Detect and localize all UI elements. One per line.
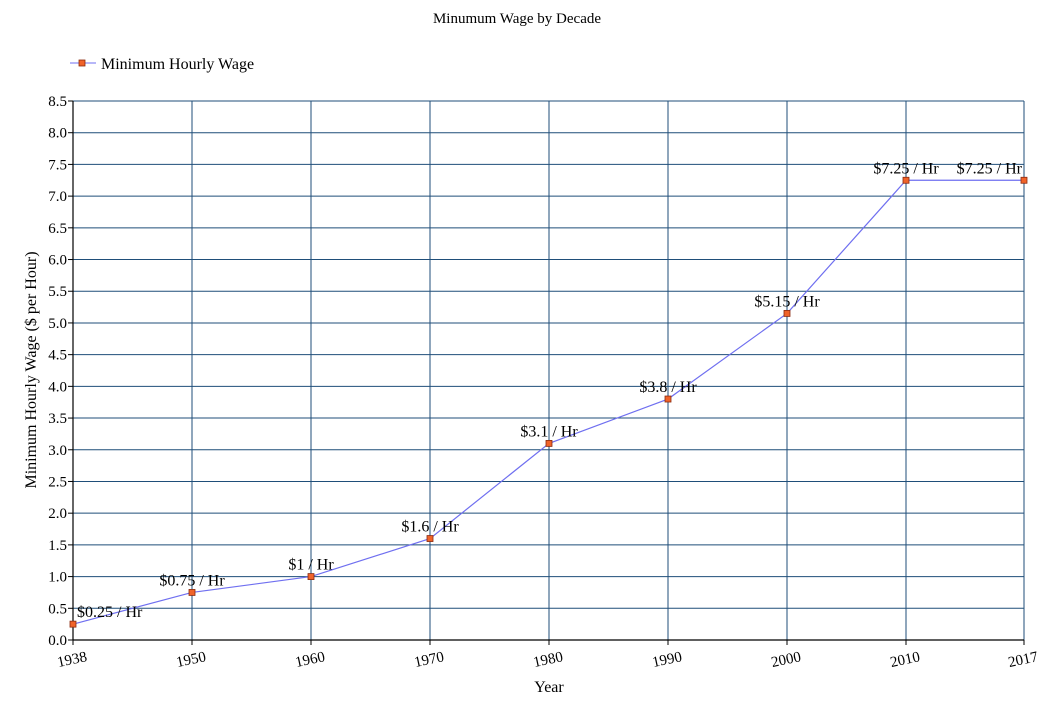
data-point <box>664 395 672 403</box>
x-tick-label: 1960 <box>294 649 327 671</box>
x-tick-label: 1950 <box>175 649 208 671</box>
data-point <box>426 535 434 542</box>
grid <box>72 100 1025 641</box>
y-tick-label: 0.0 <box>48 633 67 649</box>
y-tick-label: 6.5 <box>48 221 67 237</box>
data-points <box>69 176 1028 628</box>
y-tick-label: 5.0 <box>48 316 67 332</box>
data-label: $3.1 / Hr <box>520 423 578 440</box>
y-tick-label: 2.0 <box>48 506 67 522</box>
x-tick-label: 1990 <box>651 649 684 671</box>
data-point <box>783 310 791 317</box>
data-label: $0.25 / Hr <box>77 604 143 621</box>
y-tick-label: 8.5 <box>48 94 67 110</box>
x-tick-label: 2000 <box>770 649 803 671</box>
y-tick-label: 8.0 <box>48 126 67 142</box>
data-point <box>69 620 77 628</box>
y-tick-label: 7.0 <box>48 189 67 205</box>
y-tick-label: 0.5 <box>48 601 67 617</box>
data-point <box>188 589 196 596</box>
data-point <box>307 573 315 580</box>
y-tick-label: 4.5 <box>48 348 67 364</box>
data-label: $0.75 / Hr <box>159 572 225 589</box>
y-axis-ticks: 0.0 0.5 1.0 1.5 2.0 2.5 3.0 3.5 4.0 4.5 5.0 5.5 6.0 6… <box>48 94 73 649</box>
y-tick-label: 6.0 <box>48 253 67 269</box>
data-point <box>902 176 910 184</box>
data-point <box>1020 176 1028 184</box>
data-label: $1 / Hr <box>288 557 334 574</box>
y-tick-label: 3.5 <box>48 411 67 427</box>
y-tick-label: 4.0 <box>48 379 67 395</box>
data-label: $7.25 / Hr <box>873 160 939 177</box>
legend-label: Minimum Hourly Wage <box>101 56 254 73</box>
data-label: $3.8 / Hr <box>639 379 697 396</box>
y-axis-label: Minimum Hourly Wage ($ per Hour) <box>23 251 40 488</box>
y-tick-label: 2.5 <box>48 474 67 490</box>
x-tick-label: 2010 <box>889 649 922 671</box>
legend-marker <box>78 59 86 67</box>
x-tick-label: 1980 <box>532 649 565 671</box>
x-tick-label: 1970 <box>413 649 446 671</box>
data-labels: $0.25 / Hr $0.75 / Hr $1 / Hr $1.6 / Hr $3.1… <box>77 160 1023 621</box>
data-label: $5.15 / Hr <box>754 293 820 310</box>
x-tick-label: 2017 <box>1007 649 1040 671</box>
y-tick-label: 7.5 <box>48 157 67 173</box>
legend: Minimum Hourly Wage <box>70 56 254 73</box>
x-axis-label: Year <box>534 679 564 696</box>
data-label: $1.6 / Hr <box>401 519 459 536</box>
chart-title: Minumum Wage by Decade <box>433 11 601 27</box>
data-point <box>545 440 553 447</box>
y-tick-label: 5.5 <box>48 284 67 300</box>
y-tick-label: 3.0 <box>48 443 67 459</box>
data-label: $7.25 / Hr <box>957 160 1023 177</box>
y-tick-label: 1.5 <box>48 538 67 554</box>
x-tick-label: 1938 <box>56 649 89 671</box>
y-tick-label: 1.0 <box>48 570 67 586</box>
x-axis-ticks: 1938 1950 1960 1970 1980 1990 2000 2010 2017 <box>56 640 1040 671</box>
